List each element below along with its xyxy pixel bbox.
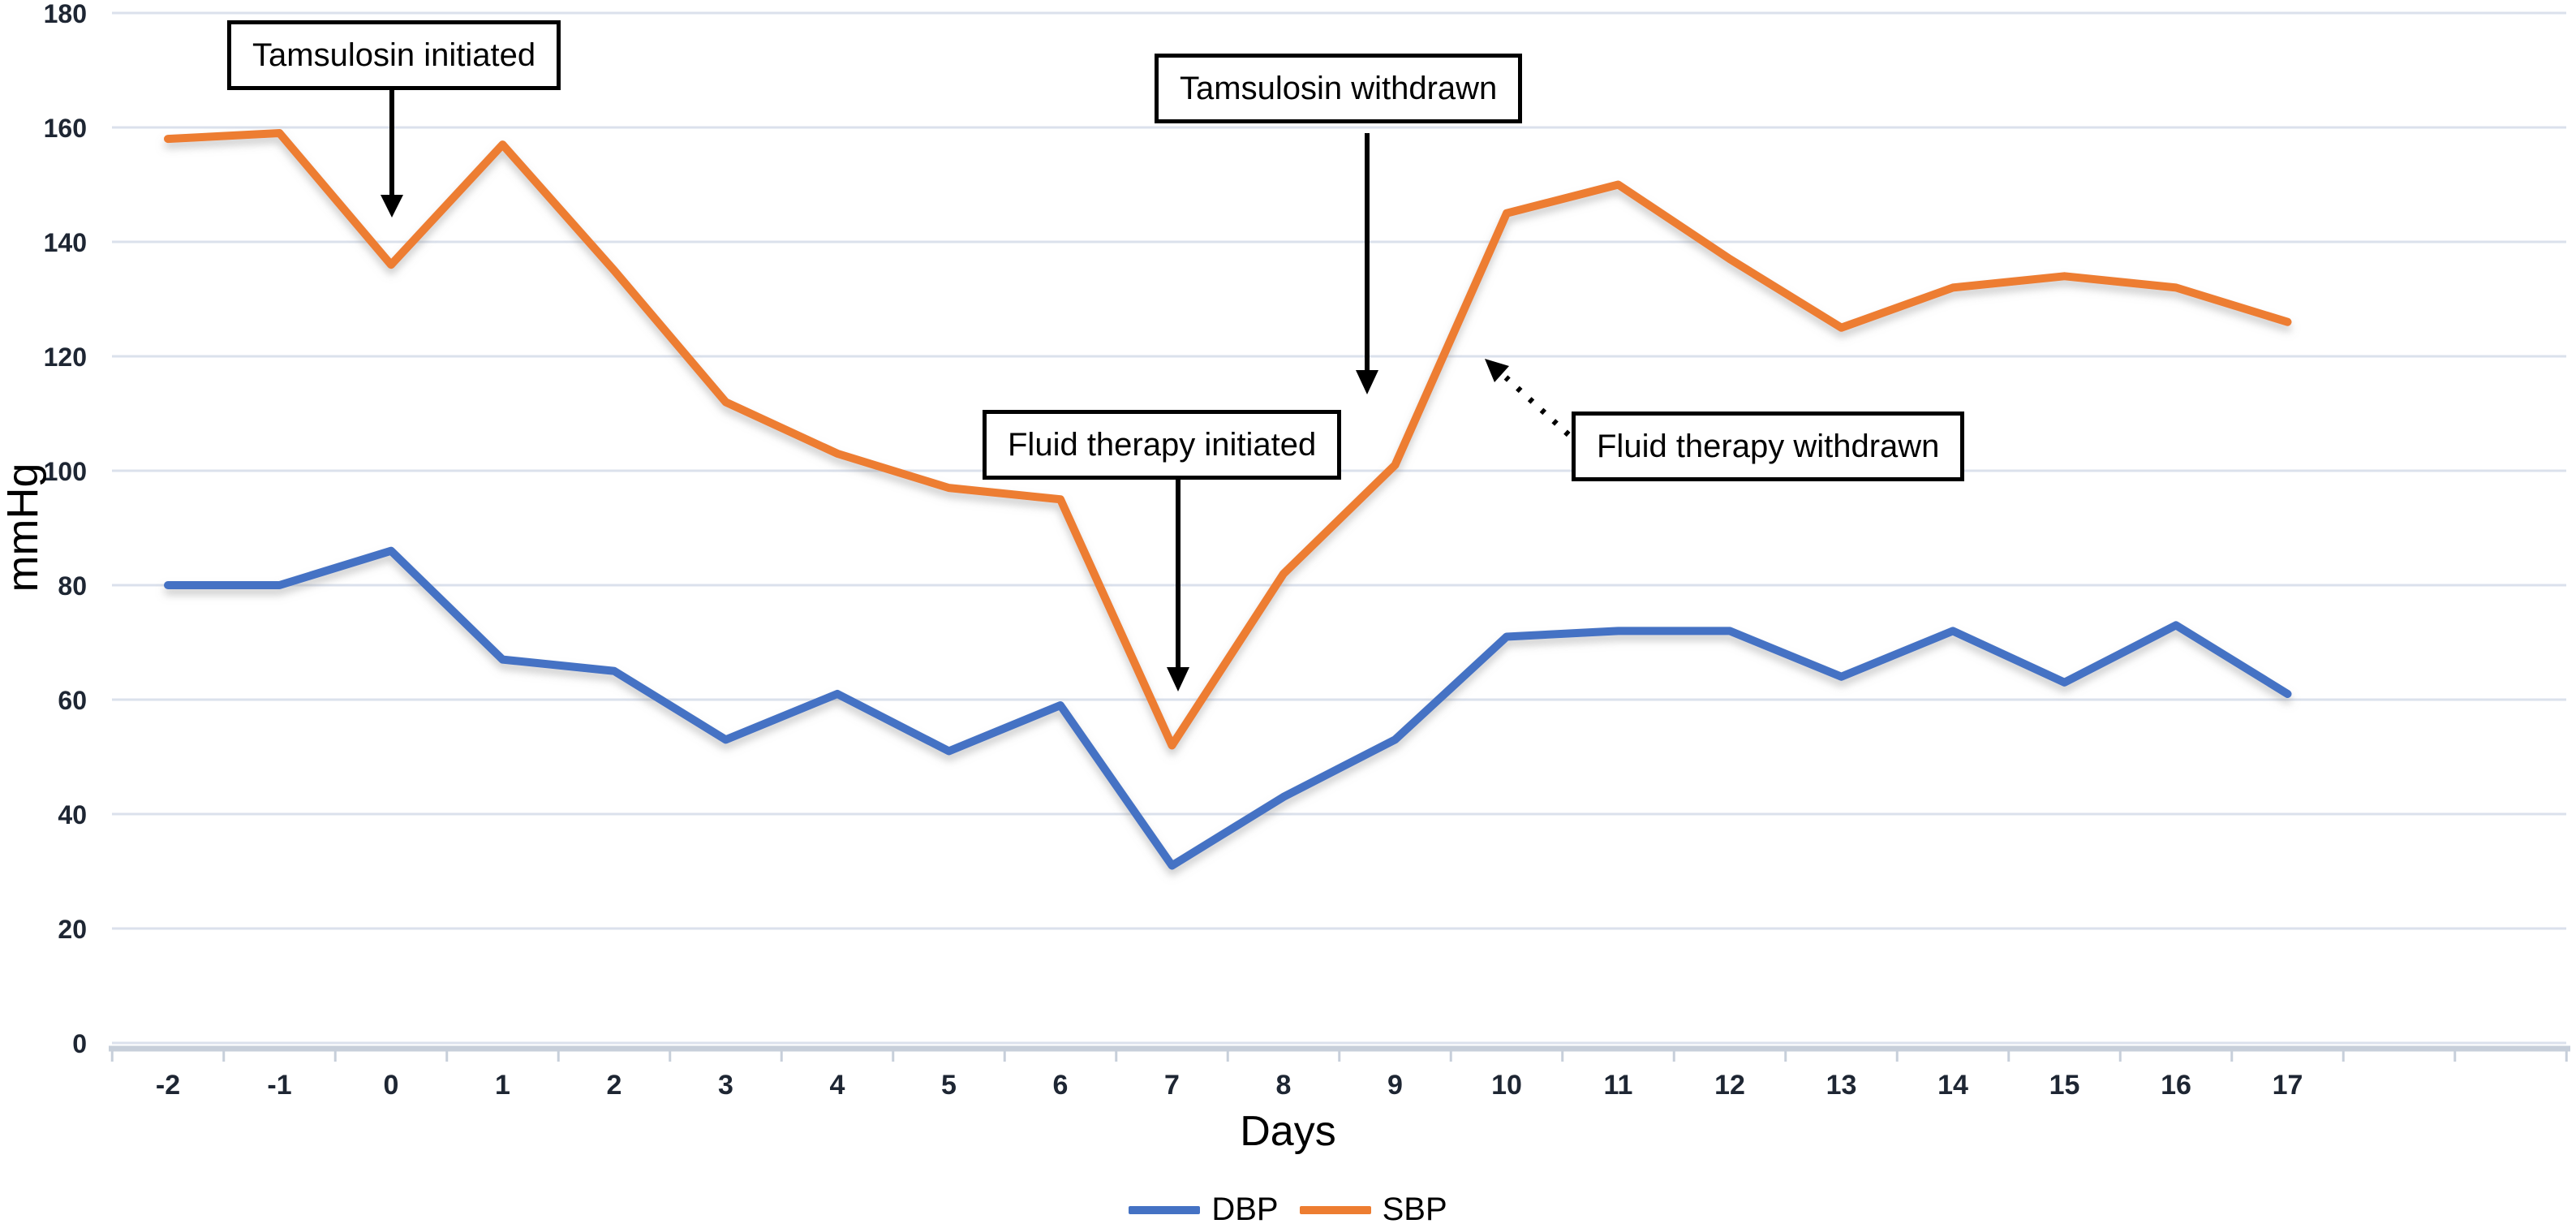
x-tick-label: 5 — [941, 1070, 957, 1101]
y-tick-label: 0 — [72, 1029, 87, 1058]
x-tick-label: 4 — [830, 1070, 845, 1101]
legend-item-sbp: SBP — [1299, 1191, 1447, 1228]
annotation-tamsulosin-withdrawn: Tamsulosin withdrawn — [1155, 54, 1523, 123]
series-line-dbp — [164, 546, 2292, 870]
y-tick-label: 140 — [44, 228, 87, 257]
annotation-text: Tamsulosin initiated — [252, 37, 536, 73]
annotation-arrows — [381, 87, 1583, 692]
x-tick-label: 13 — [1826, 1070, 1857, 1101]
y-tick-label: 160 — [44, 114, 87, 143]
x-tick-label: 2 — [607, 1070, 622, 1101]
x-tick-label: 16 — [2161, 1070, 2191, 1101]
x-tick-label: 3 — [718, 1070, 733, 1101]
y-tick-label: 60 — [58, 686, 87, 715]
x-tick-label: -2 — [156, 1070, 180, 1101]
annotation-text: Fluid therapy withdrawn — [1597, 429, 1940, 464]
x-tick-label: 17 — [2273, 1070, 2303, 1101]
x-tick-label: 7 — [1164, 1070, 1180, 1101]
y-tick-label: 80 — [58, 571, 87, 601]
x-tick-label: 15 — [2049, 1070, 2080, 1101]
x-tick-label: 10 — [1491, 1070, 1522, 1101]
x-axis-tick-labels: -2 -1 0 1 2 3 4 5 6 7 8 9 10 11 12 13 14 15 16 17 — [156, 1070, 2303, 1101]
annotation-text: Fluid therapy initiated — [1008, 427, 1317, 463]
y-tick-label: 100 — [44, 457, 87, 486]
sbp-line-swatch-icon — [1299, 1205, 1371, 1214]
x-tick-label: 0 — [384, 1070, 399, 1101]
legend-label-sbp: SBP — [1382, 1191, 1447, 1227]
legend-label-dbp: DBP — [1211, 1191, 1279, 1227]
x-axis-title: Days — [1240, 1108, 1336, 1155]
x-tick-label: 12 — [1714, 1070, 1745, 1101]
y-axis-tick-labels: 0 20 40 60 80 100 120 140 160 180 — [44, 0, 87, 1058]
annotation-tamsulosin-initiated: Tamsulosin initiated — [227, 20, 561, 90]
y-tick-label: 20 — [58, 915, 87, 944]
x-tick-label: 1 — [495, 1070, 510, 1101]
annotation-text: Tamsulosin withdrawn — [1180, 71, 1498, 106]
x-tick-label: 14 — [1937, 1070, 1968, 1101]
x-tick-label: 11 — [1604, 1070, 1633, 1101]
series-line-sbp — [164, 129, 2292, 750]
y-tick-label: 40 — [58, 800, 87, 829]
x-tick-label: 9 — [1387, 1070, 1403, 1101]
x-axis — [109, 1045, 2570, 1062]
dbp-line-swatch-icon — [1129, 1205, 1201, 1214]
annotation-fluid-therapy-withdrawn: Fluid therapy withdrawn — [1572, 411, 1965, 481]
legend-item-dbp: DBP — [1129, 1191, 1279, 1228]
x-tick-label: -1 — [267, 1070, 291, 1101]
annotation-fluid-therapy-initiated: Fluid therapy initiated — [983, 410, 1342, 480]
y-axis-title: mmHg — [0, 463, 47, 592]
y-tick-label: 120 — [44, 343, 87, 372]
y-tick-label: 180 — [44, 0, 87, 28]
x-tick-label: 6 — [1053, 1070, 1069, 1101]
legend: DBP SBP — [0, 1191, 2576, 1228]
x-tick-label: 8 — [1276, 1070, 1292, 1101]
